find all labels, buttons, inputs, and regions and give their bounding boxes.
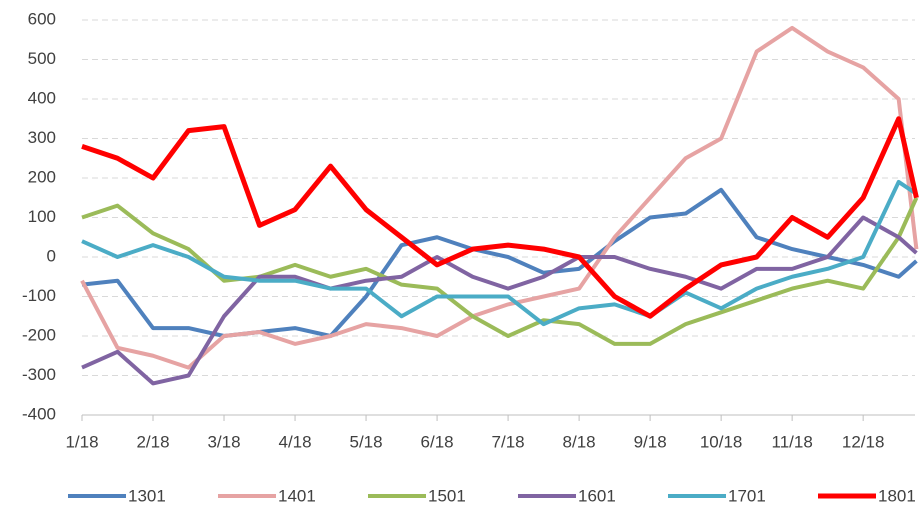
x-tick-label: 1/18 — [65, 432, 98, 451]
x-tick-label: 7/18 — [492, 432, 525, 451]
series-line — [81, 179, 918, 327]
y-tick-label: 400 — [28, 88, 56, 107]
legend-label: 1301 — [128, 486, 166, 505]
y-tick-label: 500 — [28, 49, 56, 68]
legend-label: 1701 — [728, 486, 766, 505]
x-tick-label: 11/18 — [772, 432, 813, 451]
y-tick-label: 300 — [28, 128, 56, 147]
series-line — [80, 25, 919, 370]
series-line — [81, 116, 919, 319]
y-tick-label: -100 — [22, 286, 56, 305]
y-tick-label: -200 — [22, 325, 56, 344]
x-tick-label: 4/18 — [278, 432, 311, 451]
legend-label: 1501 — [428, 486, 466, 505]
x-tick-label: 2/18 — [136, 432, 169, 451]
x-tick-label: 5/18 — [350, 432, 383, 451]
series-line — [81, 196, 919, 346]
series-line — [81, 187, 918, 338]
x-tick-label: 12/18 — [842, 432, 885, 451]
legend-label: 1401 — [278, 486, 316, 505]
series-line — [81, 215, 918, 386]
y-tick-label: -400 — [22, 404, 56, 423]
x-tick-label: 10/18 — [700, 432, 743, 451]
legend-label: 1601 — [578, 486, 616, 505]
x-tick-label: 8/18 — [563, 432, 596, 451]
y-tick-label: -300 — [22, 365, 56, 384]
y-tick-label: 0 — [47, 246, 56, 265]
y-tick-label: 600 — [28, 9, 56, 28]
legend-label: 1801 — [878, 486, 916, 505]
y-tick-label: 200 — [28, 167, 56, 186]
y-tick-label: 100 — [28, 207, 56, 226]
x-tick-label: 6/18 — [421, 432, 454, 451]
x-tick-label: 9/18 — [634, 432, 667, 451]
x-tick-label: 3/18 — [207, 432, 240, 451]
